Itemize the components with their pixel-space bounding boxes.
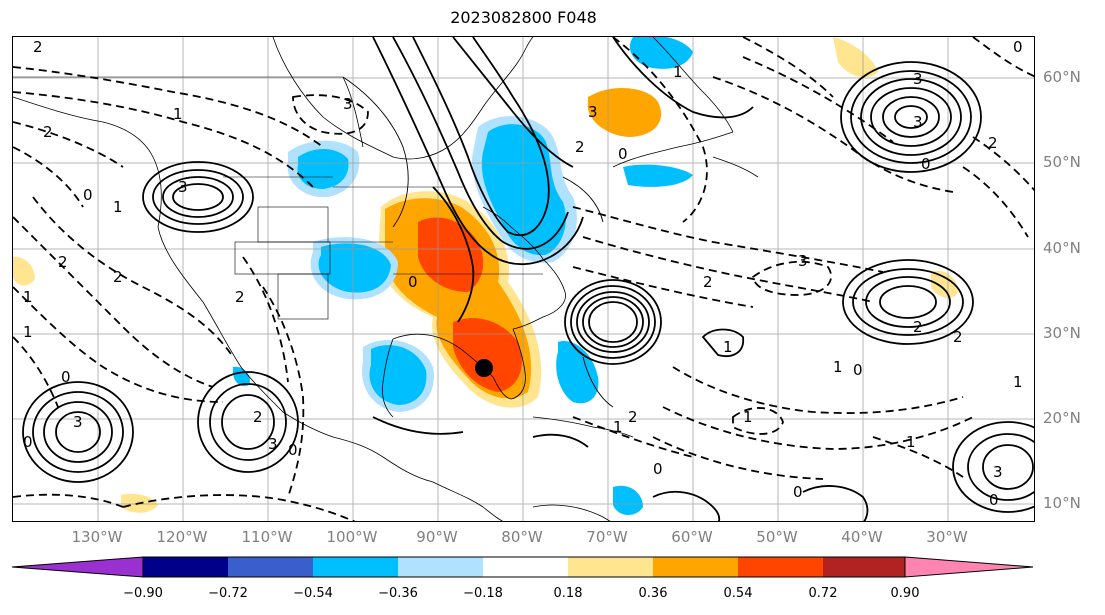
svg-text:0: 0 (653, 460, 663, 478)
lon-label-110w: 110°W (241, 528, 293, 546)
colorbar-tick: 0.90 (890, 586, 920, 601)
contour-labels: 2 1 2 3 3 0 1 2 2 0 1 3 2 0 3 2 0 3 2 1 … (23, 38, 1023, 509)
svg-text:3: 3 (913, 113, 923, 131)
svg-text:2: 2 (953, 328, 963, 346)
colorbar-tick: −0.54 (293, 586, 333, 601)
svg-text:3: 3 (798, 252, 808, 270)
svg-text:1: 1 (113, 198, 123, 216)
svg-text:2: 2 (628, 408, 638, 426)
svg-text:0: 0 (61, 368, 71, 386)
colorbar-tick: −0.18 (463, 586, 503, 601)
svg-text:3: 3 (913, 70, 923, 88)
svg-text:2: 2 (575, 138, 585, 156)
svg-text:3: 3 (268, 435, 278, 453)
svg-text:3: 3 (343, 95, 353, 113)
lat-label-30n: 30°N (1043, 324, 1081, 342)
svg-text:3: 3 (588, 103, 598, 121)
lat-label-60n: 60°N (1043, 68, 1081, 86)
colorbar-extend-high (904, 556, 1034, 578)
shaded-anomaly-fields (13, 37, 958, 516)
lon-label-70w: 70°W (586, 528, 628, 546)
colorbar-tick: −0.72 (208, 586, 248, 601)
svg-text:2: 2 (703, 273, 713, 291)
colorbar-tick: −0.90 (123, 586, 163, 601)
colorbar (11, 556, 1034, 578)
svg-text:0: 0 (288, 441, 298, 459)
graticule (13, 37, 1034, 521)
svg-text:3: 3 (73, 413, 83, 431)
colorbar-tick: 0.72 (808, 586, 838, 601)
svg-text:0: 0 (793, 483, 803, 501)
svg-text:0: 0 (23, 433, 33, 451)
lon-label-80w: 80°W (501, 528, 543, 546)
state-borders (13, 76, 543, 320)
svg-text:1: 1 (23, 288, 33, 306)
lon-label-30w: 30°W (926, 528, 968, 546)
colorbar-extend-low (11, 556, 144, 578)
positive-contours (22, 37, 1034, 521)
svg-text:2: 2 (913, 318, 923, 336)
svg-text:1: 1 (173, 105, 183, 123)
svg-text:3: 3 (178, 178, 188, 196)
lon-label-130w: 130°W (71, 528, 123, 546)
coastlines (13, 37, 759, 521)
svg-text:2: 2 (253, 408, 263, 426)
svg-text:1: 1 (906, 433, 916, 451)
negative-contours (13, 37, 1034, 521)
map-panel: 2 1 2 3 3 0 1 2 2 0 1 3 2 0 3 2 0 3 2 1 … (12, 36, 1035, 522)
lon-label-40w: 40°W (841, 528, 883, 546)
svg-text:2: 2 (988, 134, 998, 152)
svg-text:3: 3 (993, 463, 1003, 481)
lon-label-100w: 100°W (326, 528, 378, 546)
colorbar-tick: 0.18 (553, 586, 583, 601)
svg-text:1: 1 (23, 323, 33, 341)
svg-text:2: 2 (235, 288, 245, 306)
lon-label-120w: 120°W (156, 528, 208, 546)
svg-text:0: 0 (408, 273, 418, 291)
lon-label-60w: 60°W (671, 528, 713, 546)
svg-text:0: 0 (618, 145, 628, 163)
lat-label-20n: 20°N (1043, 409, 1081, 427)
lat-label-40n: 40°N (1043, 239, 1081, 257)
svg-text:1: 1 (743, 408, 753, 426)
svg-text:1: 1 (833, 358, 843, 376)
lat-label-50n: 50°N (1043, 153, 1081, 171)
lon-label-50w: 50°W (756, 528, 798, 546)
colorbar-tick: −0.36 (378, 586, 418, 601)
svg-text:1: 1 (673, 63, 683, 81)
colorbar-tick: 0.36 (638, 586, 668, 601)
map-svg: 2 1 2 3 3 0 1 2 2 0 1 3 2 0 3 2 0 3 2 1 … (13, 37, 1034, 521)
svg-text:0: 0 (921, 155, 931, 173)
svg-text:0: 0 (989, 491, 999, 509)
svg-text:0: 0 (853, 361, 863, 379)
lon-label-90w: 90°W (416, 528, 458, 546)
svg-text:2: 2 (43, 123, 53, 141)
svg-text:2: 2 (33, 38, 43, 56)
storm-center-marker (475, 359, 493, 377)
colorbar-tick: 0.54 (723, 586, 753, 601)
svg-text:1: 1 (723, 338, 733, 356)
lat-label-10n: 10°N (1043, 494, 1081, 512)
svg-text:0: 0 (1013, 38, 1023, 56)
svg-text:1: 1 (613, 418, 623, 436)
svg-text:2: 2 (58, 253, 68, 271)
svg-text:1: 1 (1013, 373, 1023, 391)
thin-contours (342, 76, 614, 408)
svg-text:0: 0 (83, 186, 93, 204)
map-title: 2023082800 F048 (450, 8, 597, 27)
svg-text:2: 2 (113, 268, 123, 286)
